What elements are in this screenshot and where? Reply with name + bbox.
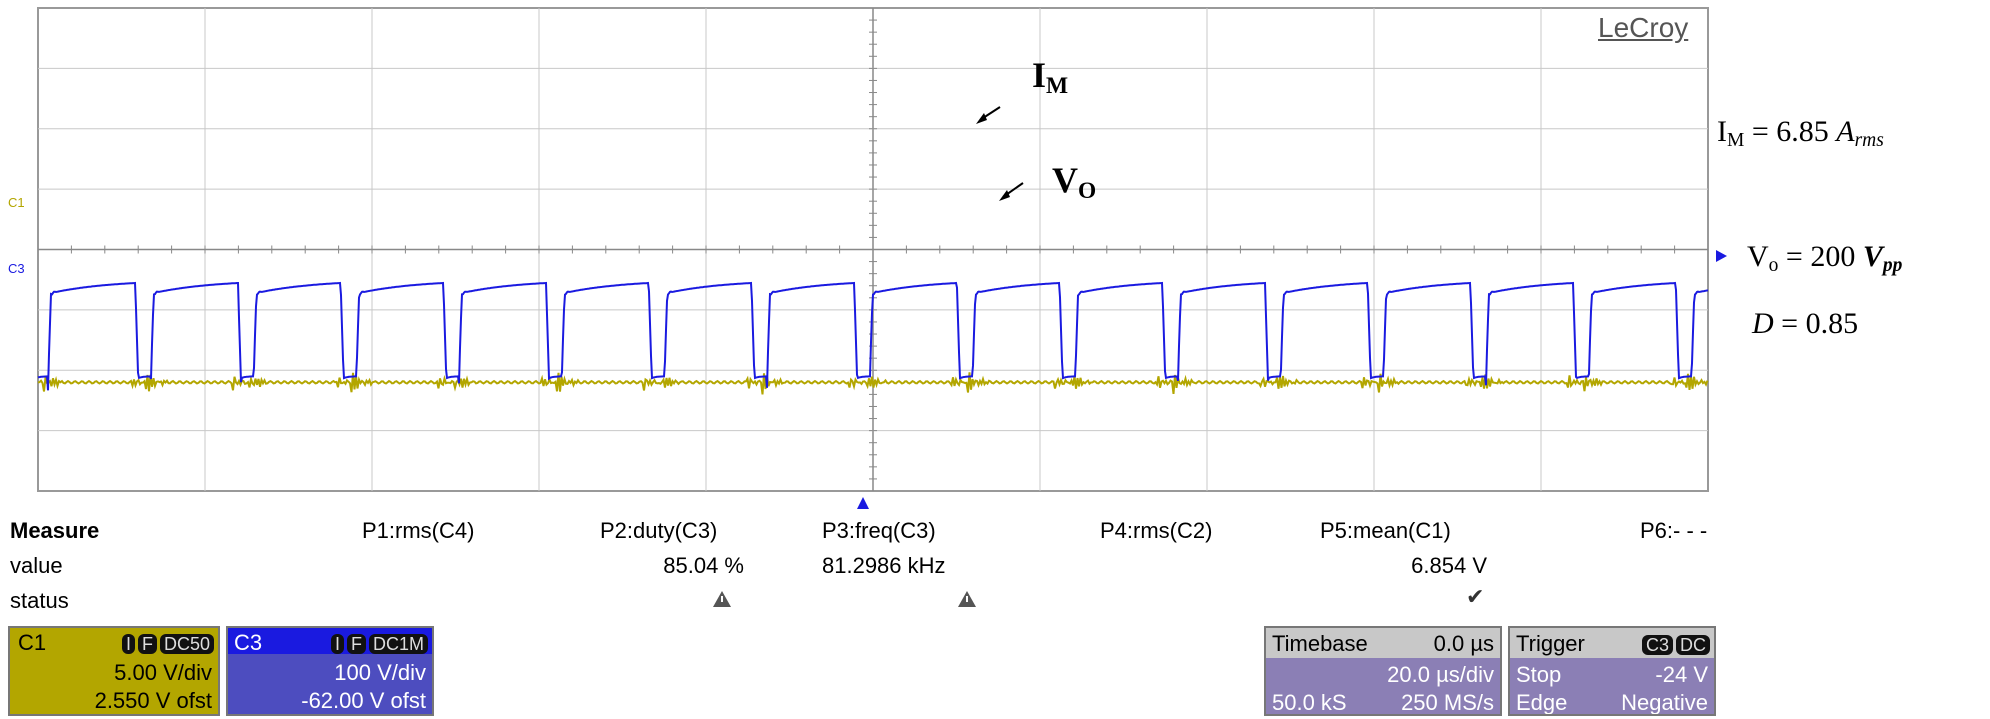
measure-p3-value: 81.2986 kHz (822, 553, 946, 578)
c1-box-offset: 2.550 V ofst (94, 688, 212, 713)
trigger-badges: C3 DC (1639, 631, 1710, 657)
trigger-mode: Stop (1516, 662, 1562, 687)
c3-box-name: C3 (234, 630, 263, 655)
measure-p4[interactable]: P4:rms(C2) (1100, 518, 1213, 543)
trigger-slope: Negative (1621, 690, 1708, 715)
traces (37, 281, 1709, 395)
timebase-box-header (1266, 628, 1500, 658)
c1-channel-box[interactable]: C1 I F DC50 5.00 V/div 2.550 V ofst (8, 626, 220, 716)
vo-equation: Vo = 200 Vpp (1747, 240, 1903, 276)
c1-box-name: C1 (18, 630, 47, 655)
c3-box-badges: I F DC1M (328, 630, 428, 656)
measure-p5[interactable]: P5:mean(C1) (1320, 518, 1451, 543)
timebase-rate: 250 MS/s (1401, 690, 1494, 715)
trigger-type: Edge (1516, 690, 1568, 715)
c3-marker-label: C3 (8, 261, 25, 276)
p5-check-icon: ✔ (1466, 584, 1485, 609)
measure-row-value: value (10, 553, 63, 578)
measure-row-status: status (10, 588, 69, 613)
trigger-level: -24 V (1655, 662, 1708, 687)
im-label: IM (1032, 55, 1069, 99)
measure-title: Measure (10, 518, 100, 543)
timebase-tdiv: 20.0 µs/div (1387, 662, 1494, 687)
timebase-delay: 0.0 µs (1433, 631, 1494, 656)
measure-p3[interactable]: P3:freq(C3) (822, 518, 936, 543)
p3-warning-icon (958, 591, 976, 607)
trigger-box[interactable]: Trigger C3 DC Stop -24 V Edge Negative (1508, 626, 1716, 716)
grid (38, 8, 1708, 491)
vo-label: VO (1052, 160, 1097, 204)
c1-box-badges: I F DC50 (119, 630, 214, 656)
c3-channel-box[interactable]: C3 I F DC1M 100 V/div -62.00 V ofst (226, 626, 434, 716)
c3-marker-right (1716, 250, 1727, 262)
p2-warning-icon (713, 591, 731, 607)
im-arrow-head (976, 113, 987, 124)
timebase-box[interactable]: Timebase 0.0 µs 20.0 µs/div 50.0 kS 250 … (1264, 626, 1502, 716)
c3-box-offset: -62.00 V ofst (301, 688, 426, 713)
c1-marker-label: C1 (8, 195, 25, 210)
timebase-samples: 50.0 kS (1272, 690, 1347, 715)
series-c3-voltage-line (37, 281, 1709, 391)
duty-equation: D = 0.85 (1752, 307, 1859, 340)
measure-p5-value: 6.854 V (1411, 553, 1487, 578)
measure-p2-value: 85.04 % (663, 553, 744, 578)
c3-box-vdiv: 100 V/div (334, 660, 426, 685)
vo-arrow-head (999, 190, 1010, 201)
measure-p1[interactable]: P1:rms(C4) (362, 518, 475, 543)
series-c1-current-line (37, 372, 1709, 395)
timebase-label: Timebase (1272, 631, 1368, 656)
brand-logo: LeCroy (1598, 12, 1689, 43)
trigger-marker (857, 497, 869, 509)
measure-p6[interactable]: P6:- - - (1640, 518, 1708, 543)
trigger-label: Trigger (1516, 631, 1585, 656)
measure-p2[interactable]: P2:duty(C3) (600, 518, 718, 543)
im-equation: IM = 6.85 Arms (1717, 115, 1884, 151)
c1-box-vdiv: 5.00 V/div (114, 660, 212, 685)
